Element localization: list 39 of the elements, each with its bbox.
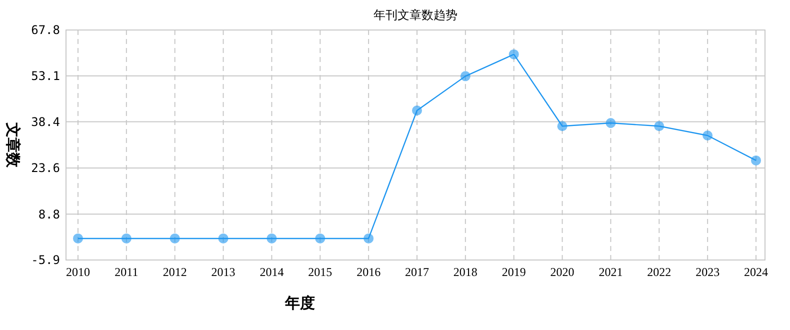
x-tick-label: 2014 <box>260 265 284 279</box>
y-tick-label: 23.6 <box>31 161 60 176</box>
x-tick-label: 2010 <box>66 265 90 279</box>
y-tick-label: -5.9 <box>31 253 60 268</box>
point <box>508 49 519 60</box>
x-tick-label: 2016 <box>356 265 381 279</box>
y-tick-label: 67.8 <box>31 23 60 38</box>
x-tick-label: 2020 <box>550 265 574 279</box>
chart-title: 年刊文章数趋势 <box>374 8 458 22</box>
point <box>557 121 568 132</box>
y-tick-label: 38.4 <box>31 114 60 129</box>
y-axis-title: 文章数 <box>4 122 22 168</box>
x-tick-label: 2012 <box>162 265 187 279</box>
point <box>606 118 616 128</box>
x-tick-label: 2011 <box>114 265 138 279</box>
point <box>751 155 761 166</box>
point <box>218 233 228 244</box>
point <box>73 233 83 244</box>
y-tick-label: 53.1 <box>31 69 60 84</box>
x-tick-label: 2015 <box>308 265 332 279</box>
point <box>460 71 470 82</box>
point <box>121 233 132 244</box>
x-tick-label: 2013 <box>211 265 236 279</box>
point <box>315 233 326 244</box>
x-tick-label: 2021 <box>598 265 623 279</box>
point <box>654 121 664 132</box>
x-tick-label: 2024 <box>744 265 768 279</box>
point <box>364 233 374 244</box>
point <box>412 106 422 116</box>
x-tick-label: 2023 <box>696 265 720 279</box>
point <box>170 233 180 244</box>
x-tick-label: 2018 <box>453 265 478 279</box>
point <box>702 130 713 140</box>
y-tick-label: 8.8 <box>38 207 60 222</box>
x-tick-label: 2019 <box>502 265 526 279</box>
x-axis-title: 年度 <box>284 294 315 312</box>
x-tick-label: 2022 <box>647 265 672 279</box>
x-tick-label: 2017 <box>405 265 429 279</box>
point <box>266 233 277 244</box>
